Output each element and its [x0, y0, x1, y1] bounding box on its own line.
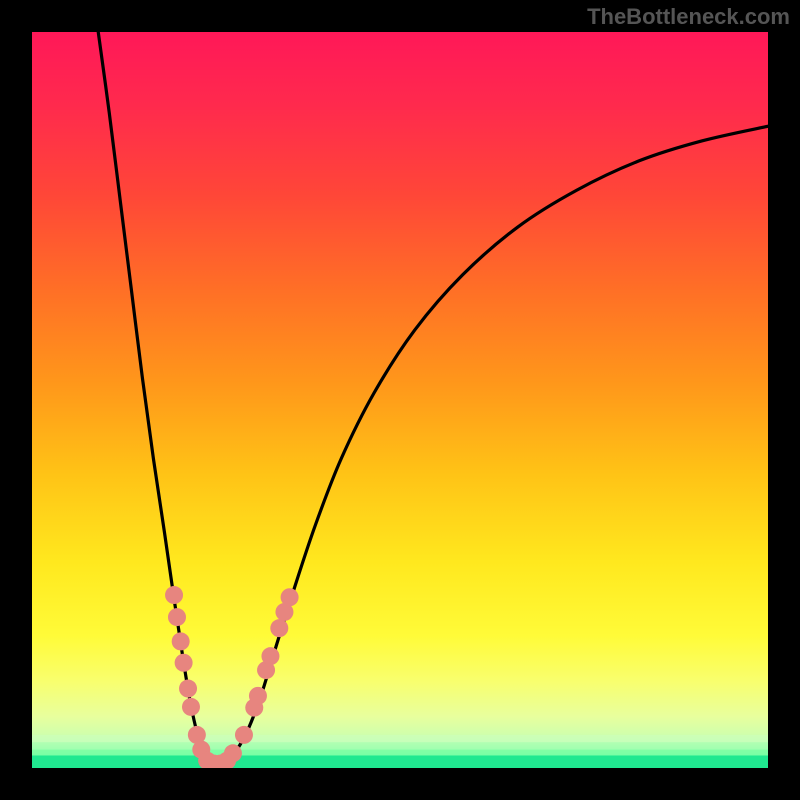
green-band: [32, 755, 768, 768]
data-marker: [172, 632, 190, 650]
data-marker: [261, 647, 279, 665]
data-marker: [179, 680, 197, 698]
green-band: [32, 735, 768, 742]
data-marker: [168, 608, 186, 626]
green-band: [32, 750, 768, 756]
gradient-background: [32, 32, 768, 768]
plot-area: [32, 32, 768, 768]
data-marker: [249, 687, 267, 705]
green-band: [32, 742, 768, 749]
data-marker: [281, 588, 299, 606]
watermark-text: TheBottleneck.com: [587, 4, 790, 30]
data-marker: [224, 744, 242, 762]
data-marker: [175, 654, 193, 672]
data-marker: [235, 726, 253, 744]
bottleneck-chart: [32, 32, 768, 768]
green-band-group: [32, 735, 768, 768]
data-marker: [270, 619, 288, 637]
data-marker: [182, 698, 200, 716]
data-marker: [165, 586, 183, 604]
